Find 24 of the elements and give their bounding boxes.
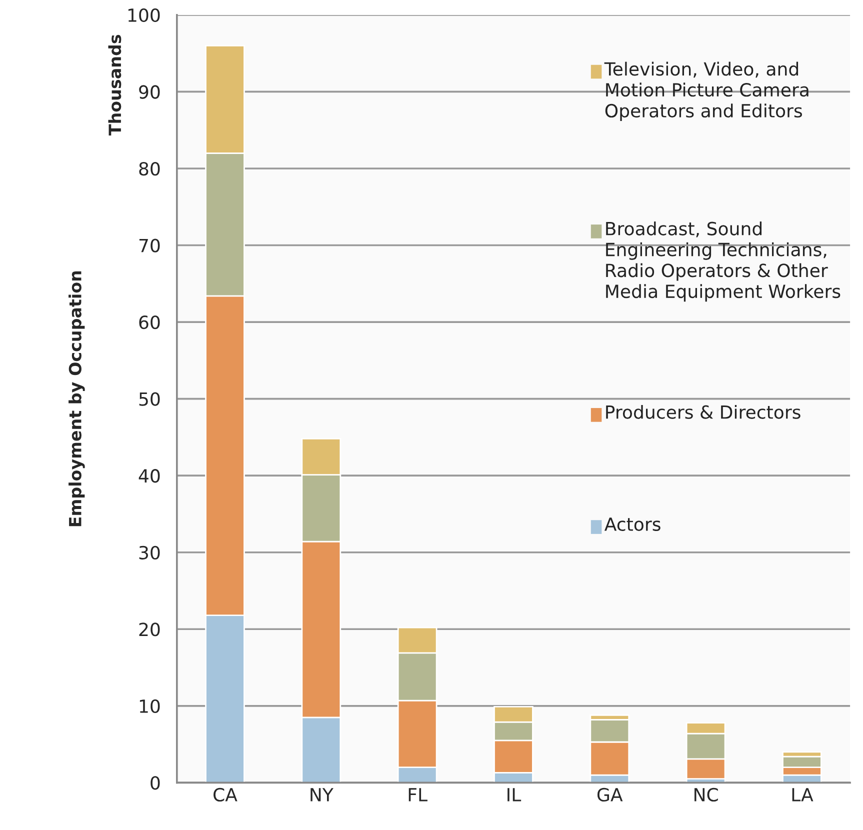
y-tick-label: 30 — [139, 546, 160, 560]
x-tick-label: CA — [214, 788, 238, 802]
legend-label: Producers & Directors — [606, 404, 800, 419]
y-tick-label: 60 — [139, 316, 160, 330]
y-tick-label: 100 — [128, 8, 160, 22]
y-axis-title: Employment by Occupation — [68, 271, 85, 526]
x-tick-label: GA — [597, 788, 623, 802]
y-tick-label: 90 — [139, 85, 160, 99]
y-tick-label: 70 — [139, 238, 160, 252]
x-tick-label: IL — [508, 788, 522, 802]
x-tick-label: FL — [408, 788, 428, 802]
y-tick-label: 10 — [140, 699, 160, 714]
y-tick-label: 50 — [139, 392, 160, 406]
legend-label: Broadcast, Sound Engineering Technicians, Radio Operators & Other Media Equipment Workers — [606, 221, 840, 302]
y-tick-label: 40 — [138, 469, 160, 483]
legend-label: Television, Video, and Motion Picture Camera Operators and Editors — [604, 62, 808, 122]
legend-label: Actors — [604, 518, 660, 532]
y-tick-label: 20 — [139, 622, 160, 636]
x-tick-label: NC — [694, 788, 718, 802]
x-tick-label: NY — [310, 788, 334, 802]
y-tick-label: 0 — [150, 776, 160, 790]
text: Thousands — [108, 34, 122, 136]
x-tick-label: LA — [792, 788, 814, 802]
y-tick-label: 80 — [139, 162, 160, 176]
